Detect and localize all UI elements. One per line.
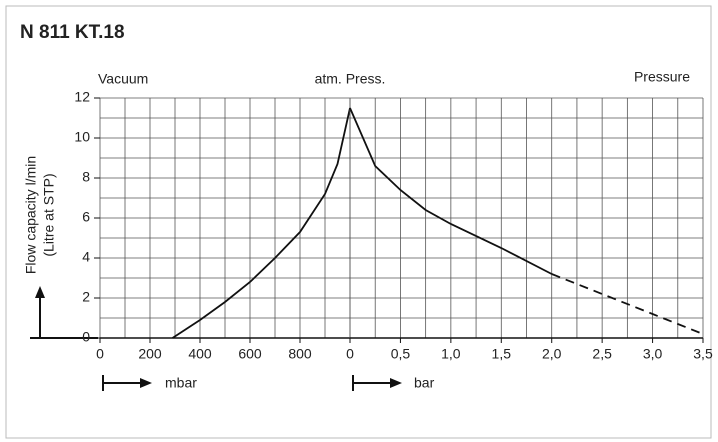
x-tick-label: 800 [288,346,312,362]
x-unit: bar [414,375,435,391]
x-tick-label: 400 [188,346,212,362]
x-tick-label: 2,5 [592,346,612,362]
data-line [551,273,704,335]
chart-title: N 811 KT.18 [20,22,125,43]
annotation: atm. Press. [315,71,386,87]
y-tick-label: 6 [82,209,90,225]
x-tick-label: 0,5 [391,346,411,362]
x-tick-label: 1,5 [492,346,512,362]
x-tick-label: 0 [96,346,104,362]
x-tick-label: 1,0 [441,346,461,362]
annotation: Pressure [634,69,690,85]
y-tick-label: 0 [82,329,90,345]
data-line [172,107,351,339]
x-tick-label: 200 [138,346,162,362]
y-tick-label: 8 [82,169,90,185]
data-line [349,107,553,275]
y-tick-label: 10 [74,129,90,145]
frame [5,5,712,439]
y-tick-label: 2 [82,289,90,305]
x-unit: mbar [165,375,197,391]
x-tick-label: 2,0 [542,346,562,362]
y-tick-label: 4 [82,249,90,265]
x-tick-label: 3,0 [643,346,663,362]
y-label: Flow capacity l/min [23,156,39,274]
x-tick-label: 3,5 [693,346,713,362]
x-arrows [102,375,402,391]
x-tick-label: 600 [238,346,262,362]
y-arrow [30,286,98,339]
annotation: Vacuum [98,71,148,87]
x-tick-label: 0 [346,346,354,362]
y-tick-label: 12 [74,89,90,105]
y-label: (Litre at STP) [41,173,57,256]
